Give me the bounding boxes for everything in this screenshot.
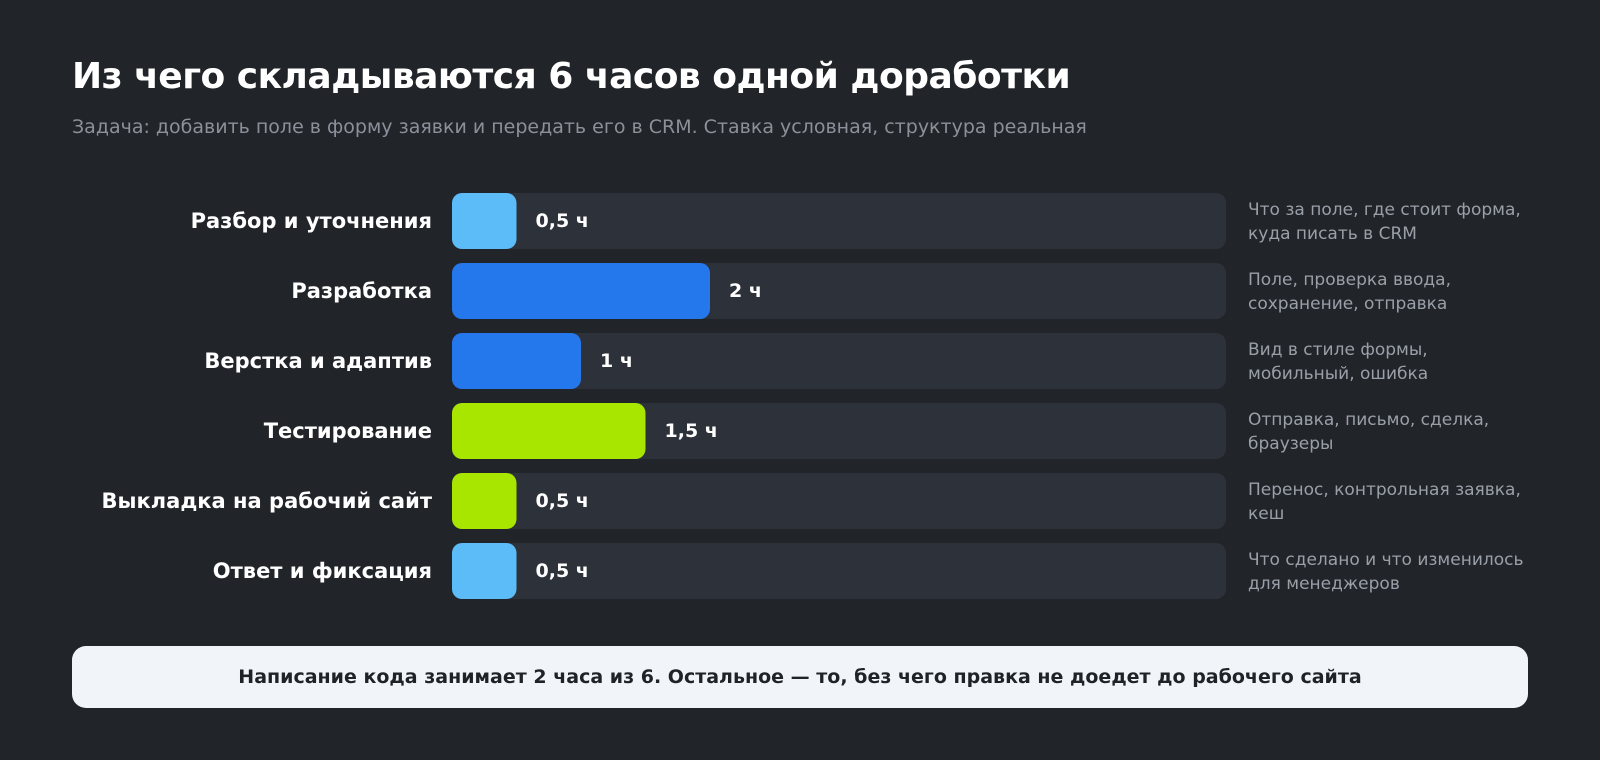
- category-label: Тестирование: [264, 419, 432, 443]
- bar: [452, 473, 517, 529]
- value-label: 0,5 ч: [536, 560, 589, 582]
- bar-note-line: Перенос, контрольная заявка,: [1248, 480, 1521, 500]
- bar-note-line: Вид в стиле формы,: [1248, 340, 1428, 360]
- chart-title: Из чего складываются 6 часов одной дораб…: [72, 56, 1071, 97]
- chart-subtitle: Задача: добавить поле в форму заявки и п…: [72, 116, 1087, 138]
- bar-note-line: для менеджеров: [1248, 574, 1400, 594]
- summary-callout: Написание кода занимает 2 часа из 6. Ост…: [72, 646, 1528, 708]
- bar: [452, 543, 517, 599]
- bar-note-line: браузеры: [1248, 434, 1333, 454]
- bar: [452, 193, 517, 249]
- bar-track: [452, 543, 1226, 599]
- bar-chart: Разбор и уточнения 0,5 ч Что за поле, где …: [102, 193, 1524, 599]
- bar-note-line: сохранение, отправка: [1248, 294, 1447, 314]
- category-label: Ответ и фиксация: [213, 559, 432, 583]
- bar: [452, 403, 646, 459]
- bar-note-line: кеш: [1248, 504, 1284, 524]
- bar-track: [452, 473, 1226, 529]
- bar-note-line: Что сделано и что изменилось: [1248, 550, 1524, 570]
- bar-track: [452, 193, 1226, 249]
- value-label: 2 ч: [729, 280, 762, 302]
- category-label: Разбор и уточнения: [191, 209, 432, 233]
- bar-track: [452, 333, 1226, 389]
- bar: [452, 333, 581, 389]
- category-label: Верстка и адаптив: [204, 349, 432, 373]
- bar-note-line: Поле, проверка ввода,: [1248, 270, 1451, 290]
- value-label: 0,5 ч: [536, 490, 589, 512]
- bar-note-line: куда писать в CRM: [1248, 224, 1417, 244]
- bar-note-line: Отправка, письмо, сделка,: [1248, 410, 1489, 430]
- value-label: 0,5 ч: [536, 210, 589, 232]
- value-label: 1,5 ч: [665, 420, 718, 442]
- bar-note-line: мобильный, ошибка: [1248, 364, 1428, 384]
- bar-note-line: Что за поле, где стоит форма,: [1248, 200, 1521, 220]
- summary-callout-text: Написание кода занимает 2 часа из 6. Ост…: [238, 666, 1362, 688]
- value-label: 1 ч: [600, 350, 633, 372]
- category-label: Выкладка на рабочий сайт: [102, 489, 433, 513]
- bar: [452, 263, 710, 319]
- category-label: Разработка: [291, 279, 432, 303]
